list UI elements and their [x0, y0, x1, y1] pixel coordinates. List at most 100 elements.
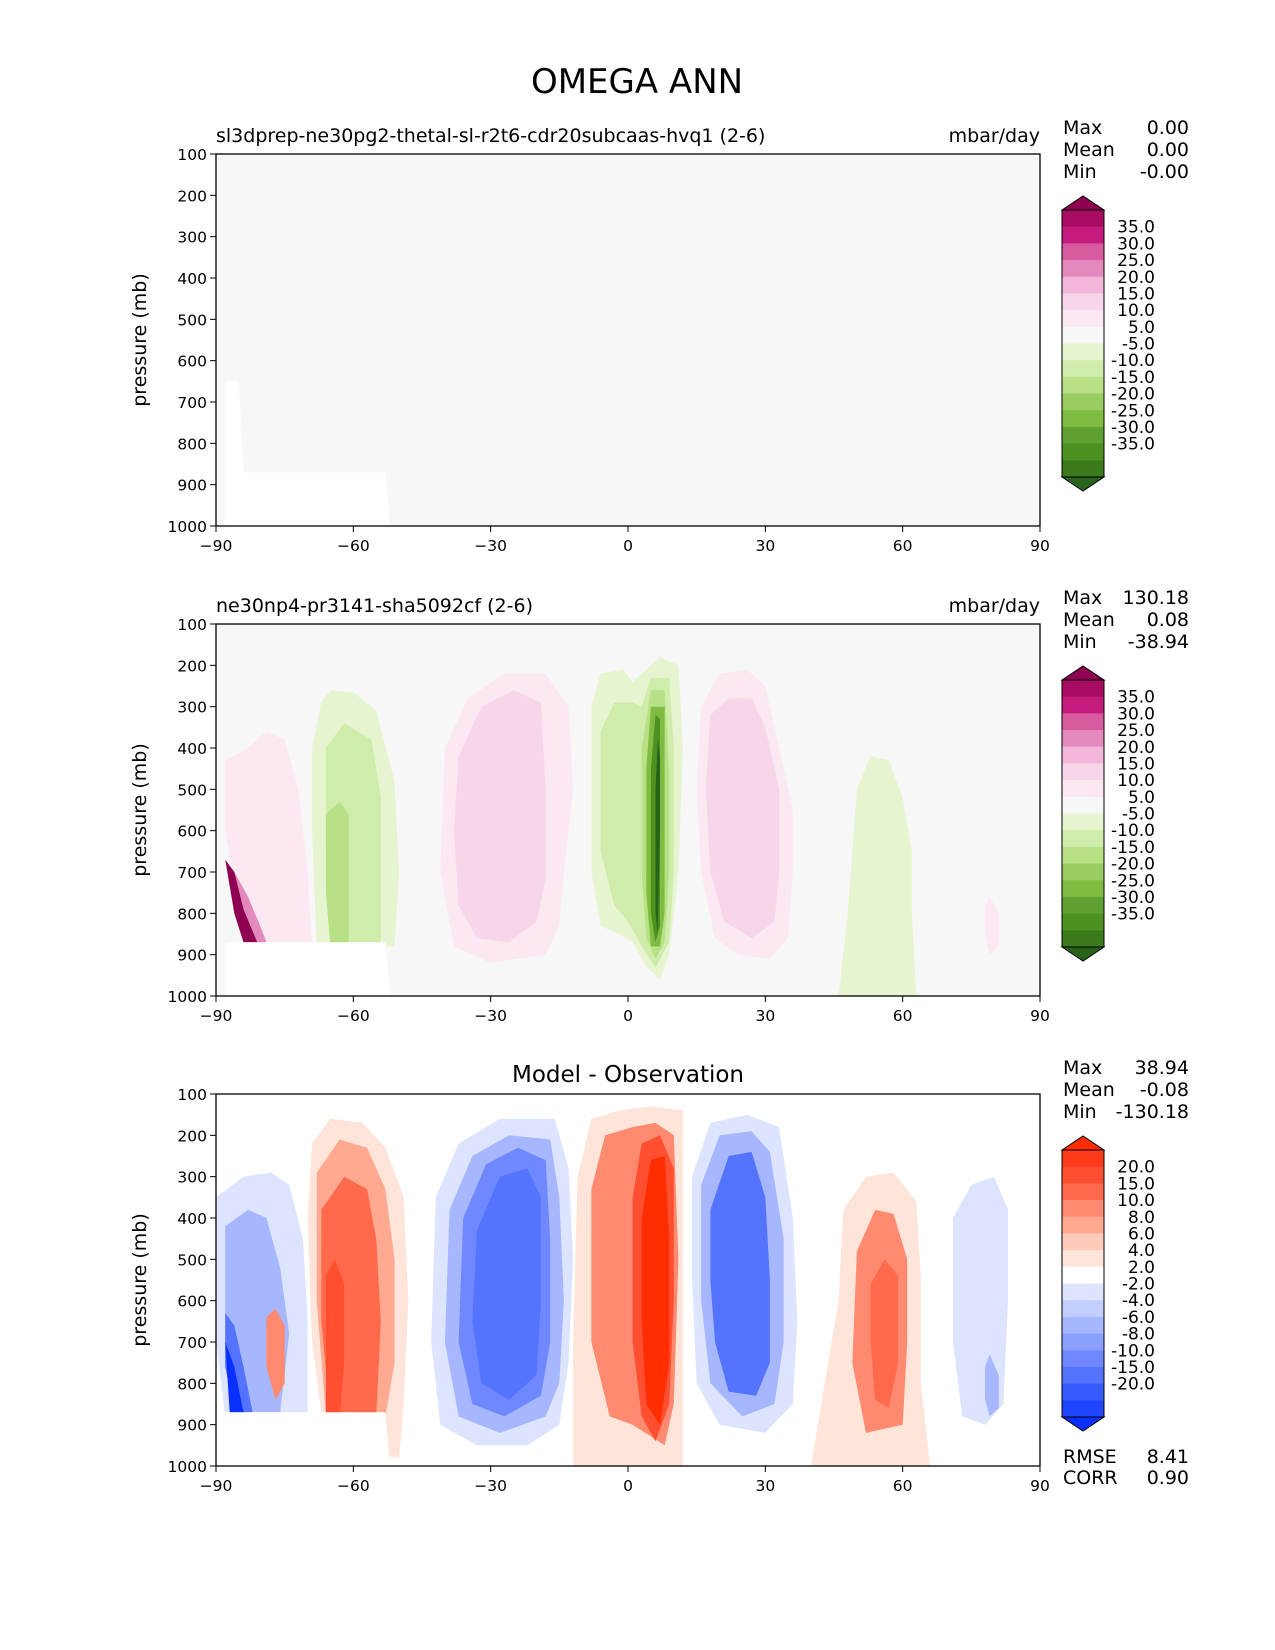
contour-region-20 — [710, 1151, 770, 1396]
colorbar-swatch — [1062, 1400, 1104, 1418]
colorbar: 20.015.010.08.06.04.02.0-2.0-4.0-6.0-8.0… — [1060, 1135, 1155, 1432]
colorbar-extend-bottom — [1060, 476, 1106, 492]
colorbar-label: 20.0 — [1117, 268, 1155, 288]
colorbar-label: -10.0 — [1111, 821, 1155, 841]
x-tick-label: 90 — [1030, 1477, 1050, 1495]
y-tick-label: 600 — [177, 823, 207, 841]
y-tick-label: 400 — [177, 740, 207, 758]
contour-region-13 — [472, 1168, 541, 1400]
stat-value: -0.00 — [1140, 161, 1189, 183]
y-tick-label: 300 — [177, 229, 207, 247]
colorbar-label: -20.0 — [1111, 1375, 1155, 1395]
stat-value: -0.08 — [1140, 1079, 1189, 1101]
colorbar-swatch — [1062, 696, 1104, 714]
colorbar-label: -25.0 — [1111, 871, 1155, 891]
x-tick-label: −30 — [474, 1477, 507, 1495]
colorbar-frame — [1061, 679, 1105, 948]
stat-value: 130.18 — [1123, 587, 1189, 609]
colorbar-label: -8.0 — [1122, 1325, 1155, 1345]
stat-value: 0.00 — [1147, 117, 1189, 139]
contour-region-1 — [225, 381, 390, 526]
y-tick-label: 200 — [177, 1127, 207, 1145]
x-tick-label: −90 — [200, 1477, 233, 1495]
y-tick-label: 700 — [177, 394, 207, 412]
y-tick-label: 900 — [177, 477, 207, 495]
colorbar-swatch — [1062, 1183, 1104, 1201]
colorbar-label: 15.0 — [1117, 284, 1155, 304]
panel-title: sl3dprep-ne30pg2-thetal-sl-r2t6-cdr20sub… — [216, 125, 765, 147]
colorbar-swatch — [1062, 1233, 1104, 1251]
stat-value: -130.18 — [1116, 1101, 1189, 1123]
colorbar-label: 10.0 — [1117, 301, 1155, 321]
colorbar-label: 20.0 — [1117, 738, 1155, 758]
colorbar-swatch — [1062, 343, 1104, 361]
y-tick-label: 500 — [177, 311, 207, 329]
x-tick-label: 90 — [1030, 1007, 1050, 1025]
colorbar-swatch — [1062, 1383, 1104, 1401]
stat-value: 0.00 — [1147, 139, 1189, 161]
colorbar-label: -6.0 — [1122, 1308, 1155, 1328]
x-tick-label: 0 — [623, 537, 633, 555]
y-tick-label: 100 — [177, 146, 207, 164]
colorbar-extend-top — [1060, 1135, 1106, 1151]
contour-field — [216, 624, 1040, 996]
colorbar-label: -10.0 — [1111, 1341, 1155, 1361]
colorbar-label: -5.0 — [1122, 335, 1155, 355]
colorbar-label: -30.0 — [1111, 418, 1155, 438]
contour-field — [216, 154, 1040, 526]
x-tick-label: 0 — [623, 1007, 633, 1025]
colorbar-swatch — [1062, 1200, 1104, 1218]
contour-region-4 — [225, 1342, 244, 1413]
x-tick-label: 30 — [755, 1477, 775, 1495]
colorbar-label: -4.0 — [1122, 1291, 1155, 1311]
y-tick-label: 900 — [177, 1417, 207, 1435]
colorbar-swatch — [1062, 1150, 1104, 1168]
colorbar-label: 5.0 — [1128, 318, 1155, 338]
stat-label: Mean — [1063, 609, 1115, 631]
colorbar-swatch — [1062, 243, 1104, 261]
stat-label: Min — [1063, 161, 1097, 183]
colorbar-label: 30.0 — [1117, 234, 1155, 254]
colorbar-swatch — [1062, 1316, 1104, 1335]
stat-label: Min — [1063, 631, 1097, 653]
colorbar-swatch — [1062, 376, 1104, 395]
colorbar-swatch — [1062, 276, 1104, 294]
y-tick-label: 500 — [177, 1251, 207, 1269]
colorbar-swatch — [1062, 1366, 1104, 1385]
stat-value: 38.94 — [1135, 1057, 1189, 1079]
y-tick-label: 700 — [177, 864, 207, 882]
stat-value: 0.08 — [1147, 609, 1189, 631]
y-tick-label: 100 — [177, 1086, 207, 1104]
colorbar-swatch — [1062, 730, 1104, 748]
contour-region-6 — [454, 690, 546, 943]
y-tick-label: 1000 — [168, 988, 207, 1006]
stat-label: Max — [1063, 117, 1102, 139]
colorbar-label: -25.0 — [1111, 401, 1155, 421]
colorbar-swatch — [1062, 880, 1104, 898]
colorbar-swatch — [1062, 1250, 1104, 1268]
contour-region-5 — [266, 1308, 285, 1400]
colorbar-swatch — [1062, 713, 1104, 731]
colorbar-label: 2.0 — [1128, 1258, 1155, 1278]
contour-region-17 — [641, 1156, 670, 1425]
x-tick-label: 60 — [893, 537, 913, 555]
y-tick-label: 600 — [177, 353, 207, 371]
colorbar-swatch — [1062, 226, 1104, 244]
colorbar-label: -20.0 — [1111, 385, 1155, 405]
contour-region-23 — [870, 1259, 899, 1409]
x-tick-label: −60 — [337, 1477, 370, 1495]
x-tick-label: 60 — [893, 1477, 913, 1495]
colorbar-swatch — [1062, 746, 1104, 764]
colorbar-label: 6.0 — [1128, 1224, 1155, 1244]
colorbar: 35.030.025.020.015.010.05.0-5.0-10.0-15.… — [1060, 665, 1155, 962]
colorbar-swatch — [1062, 260, 1104, 278]
colorbar-swatch — [1062, 930, 1104, 948]
x-tick-label: −30 — [474, 1007, 507, 1025]
panel-units: mbar/day — [949, 595, 1040, 617]
colorbar-label: -5.0 — [1122, 805, 1155, 825]
contour-region-9 — [325, 1259, 345, 1417]
panel-title: Model - Observation — [512, 1062, 744, 1088]
colorbar-label: 20.0 — [1117, 1158, 1155, 1178]
colorbar-swatch — [1062, 1350, 1104, 1368]
